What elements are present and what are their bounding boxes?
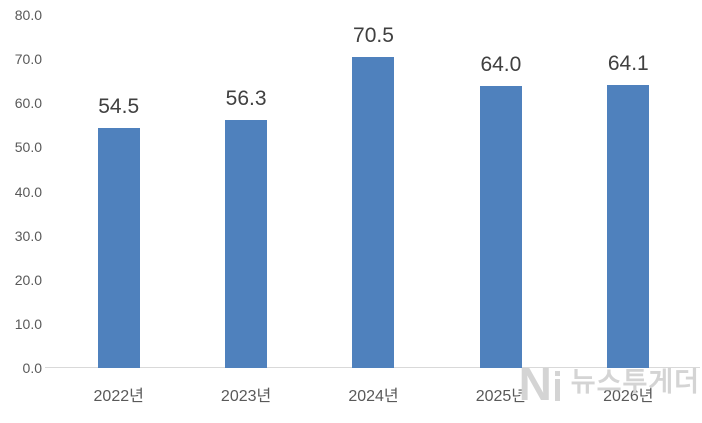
y-tick-label: 60.0 bbox=[14, 95, 42, 112]
y-tick-label: 30.0 bbox=[14, 227, 42, 244]
bar-value-label: 64.1 bbox=[607, 52, 649, 76]
y-tick-label: 80.0 bbox=[14, 7, 42, 23]
y-tick-label: 20.0 bbox=[14, 271, 42, 288]
bar-group: 54.5 2022년 bbox=[55, 15, 182, 405]
bar-value-label: 56.3 bbox=[225, 86, 267, 110]
x-axis-category-label: 2026년 bbox=[603, 388, 654, 405]
bar-value-label: 64.0 bbox=[480, 52, 522, 76]
bar-value-label: 70.5 bbox=[353, 23, 394, 47]
bar bbox=[479, 85, 522, 368]
y-tick-label: 70.0 bbox=[14, 51, 42, 68]
bar-group: 70.5 2024년 bbox=[310, 15, 437, 405]
bar bbox=[607, 85, 650, 368]
y-tick-label: 50.0 bbox=[14, 139, 42, 156]
watermark-accent-icon bbox=[554, 371, 561, 401]
y-tick-label: 0.0 bbox=[22, 360, 42, 376]
bar bbox=[97, 127, 140, 368]
y-axis: 0.0 10.0 20.0 30.0 40.0 50.0 60.0 70.0 80.0 bbox=[0, 0, 44, 423]
bar bbox=[225, 119, 268, 368]
y-tick-label: 40.0 bbox=[14, 183, 42, 200]
plot-area: 54.5 2022년 56.3 2023년 70.5 2024년 64.0 2025년 64.1… bbox=[45, 15, 700, 405]
bar bbox=[352, 56, 395, 368]
bar-group: 64.1 2026년 bbox=[565, 15, 692, 405]
x-axis-category-label: 2025년 bbox=[475, 388, 527, 405]
bar-value-label: 54.5 bbox=[98, 94, 140, 118]
x-axis-category-label: 2024년 bbox=[348, 388, 399, 405]
x-axis-category-label: 2023년 bbox=[220, 388, 272, 405]
bar-group: 56.3 2023년 bbox=[182, 15, 309, 405]
y-tick-label: 10.0 bbox=[14, 315, 42, 332]
x-axis-category-label: 2022년 bbox=[93, 388, 144, 405]
bar-group: 64.0 2025년 bbox=[437, 15, 564, 405]
